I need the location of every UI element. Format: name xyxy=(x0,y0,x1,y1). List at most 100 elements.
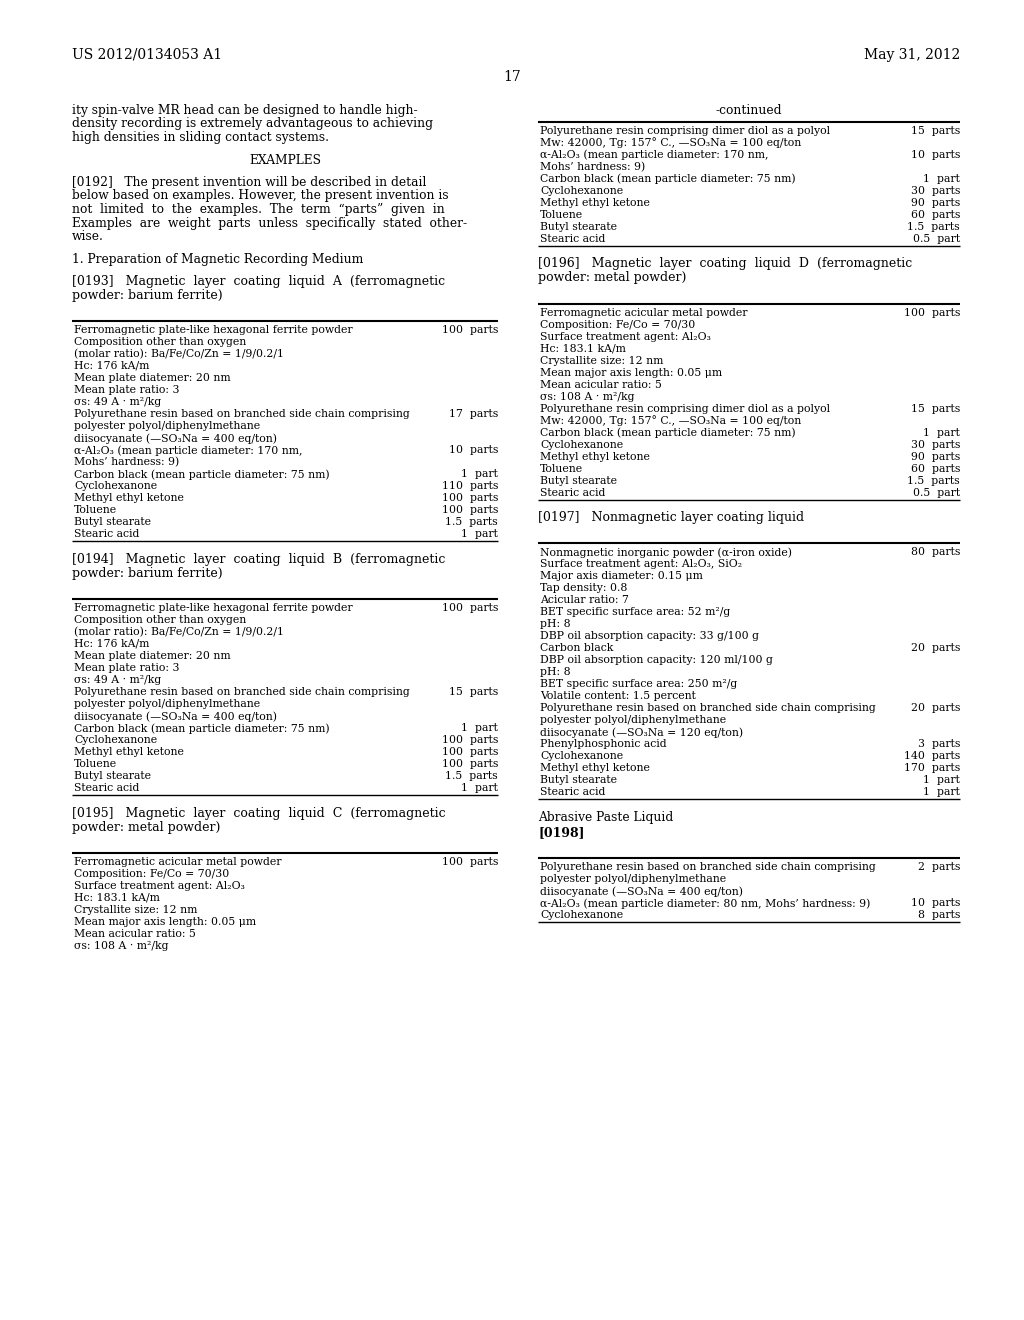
Text: Carbon black (mean particle diameter: 75 nm): Carbon black (mean particle diameter: 75… xyxy=(540,173,796,183)
Text: 20  parts: 20 parts xyxy=(910,643,961,653)
Text: powder: barium ferrite): powder: barium ferrite) xyxy=(72,568,222,579)
Text: Butyl stearate: Butyl stearate xyxy=(74,771,151,781)
Text: 0.5  part: 0.5 part xyxy=(912,234,961,243)
Text: Cyclohexanone: Cyclohexanone xyxy=(540,186,624,195)
Text: Hc: 183.1 kA/m: Hc: 183.1 kA/m xyxy=(540,343,626,354)
Text: 1  part: 1 part xyxy=(461,469,498,479)
Text: 17: 17 xyxy=(503,70,521,84)
Text: Hc: 183.1 kA/m: Hc: 183.1 kA/m xyxy=(74,894,160,903)
Text: diisocyanate (—SO₃Na = 400 eq/ton): diisocyanate (—SO₃Na = 400 eq/ton) xyxy=(74,711,278,722)
Text: Composition other than oxygen: Composition other than oxygen xyxy=(74,337,246,347)
Text: 10  parts: 10 parts xyxy=(910,149,961,160)
Text: DBP oil absorption capacity: 33 g/100 g: DBP oil absorption capacity: 33 g/100 g xyxy=(540,631,759,642)
Text: Ferromagnetic plate-like hexagonal ferrite powder: Ferromagnetic plate-like hexagonal ferri… xyxy=(74,325,352,335)
Text: Crystallite size: 12 nm: Crystallite size: 12 nm xyxy=(540,355,664,366)
Text: [0192]   The present invention will be described in detail: [0192] The present invention will be des… xyxy=(72,176,426,189)
Text: 100  parts: 100 parts xyxy=(441,325,498,335)
Text: 1  part: 1 part xyxy=(923,775,961,785)
Text: Methyl ethyl ketone: Methyl ethyl ketone xyxy=(540,451,650,462)
Text: 15  parts: 15 parts xyxy=(910,125,961,136)
Text: diisocyanate (—SO₃Na = 400 eq/ton): diisocyanate (—SO₃Na = 400 eq/ton) xyxy=(540,886,743,896)
Text: 1  part: 1 part xyxy=(461,783,498,793)
Text: Examples  are  weight  parts  unless  specifically  stated  other-: Examples are weight parts unless specifi… xyxy=(72,216,467,230)
Text: (molar ratio): Ba/Fe/Co/Zn = 1/9/0.2/1: (molar ratio): Ba/Fe/Co/Zn = 1/9/0.2/1 xyxy=(74,627,284,638)
Text: Composition: Fe/Co = 70/30: Composition: Fe/Co = 70/30 xyxy=(74,869,229,879)
Text: powder: metal powder): powder: metal powder) xyxy=(538,272,686,285)
Text: α-Al₂O₃ (mean particle diameter: 170 nm,: α-Al₂O₃ (mean particle diameter: 170 nm, xyxy=(540,149,768,160)
Text: below based on examples. However, the present invention is: below based on examples. However, the pr… xyxy=(72,190,449,202)
Text: Stearic acid: Stearic acid xyxy=(540,234,605,243)
Text: density recording is extremely advantageous to achieving: density recording is extremely advantage… xyxy=(72,117,433,131)
Text: Mean plate diatemer: 20 nm: Mean plate diatemer: 20 nm xyxy=(74,374,230,383)
Text: 100  parts: 100 parts xyxy=(441,747,498,756)
Text: [0193]   Magnetic  layer  coating  liquid  A  (ferromagnetic: [0193] Magnetic layer coating liquid A (… xyxy=(72,275,445,288)
Text: -continued: -continued xyxy=(716,104,782,117)
Text: 1  part: 1 part xyxy=(923,173,961,183)
Text: polyester polyol/diphenylmethane: polyester polyol/diphenylmethane xyxy=(540,874,726,884)
Text: Polyurethane resin comprising dimer diol as a polyol: Polyurethane resin comprising dimer diol… xyxy=(540,125,830,136)
Text: diisocyanate (—SO₃Na = 120 eq/ton): diisocyanate (—SO₃Na = 120 eq/ton) xyxy=(540,727,743,738)
Text: [0198]: [0198] xyxy=(538,826,585,840)
Text: Hc: 176 kA/m: Hc: 176 kA/m xyxy=(74,360,150,371)
Text: Cyclohexanone: Cyclohexanone xyxy=(74,735,157,744)
Text: Methyl ethyl ketone: Methyl ethyl ketone xyxy=(74,747,184,756)
Text: 1.5  parts: 1.5 parts xyxy=(907,475,961,486)
Text: 17  parts: 17 parts xyxy=(449,409,498,418)
Text: [0195]   Magnetic  layer  coating  liquid  C  (ferromagnetic: [0195] Magnetic layer coating liquid C (… xyxy=(72,807,445,820)
Text: Polyurethane resin based on branched side chain comprising: Polyurethane resin based on branched sid… xyxy=(74,409,410,418)
Text: Cyclohexanone: Cyclohexanone xyxy=(74,480,157,491)
Text: Phenylphosphonic acid: Phenylphosphonic acid xyxy=(540,739,667,748)
Text: [0197]   Nonmagnetic layer coating liquid: [0197] Nonmagnetic layer coating liquid xyxy=(538,511,804,524)
Text: Mohs’ hardness: 9): Mohs’ hardness: 9) xyxy=(74,457,179,467)
Text: Polyurethane resin comprising dimer diol as a polyol: Polyurethane resin comprising dimer diol… xyxy=(540,404,830,413)
Text: pH: 8: pH: 8 xyxy=(540,619,570,630)
Text: ity spin-valve MR head can be designed to handle high-: ity spin-valve MR head can be designed t… xyxy=(72,104,418,117)
Text: Carbon black (mean particle diameter: 75 nm): Carbon black (mean particle diameter: 75… xyxy=(74,723,330,734)
Text: high densities in sliding contact systems.: high densities in sliding contact system… xyxy=(72,131,329,144)
Text: polyester polyol/diphenylmethane: polyester polyol/diphenylmethane xyxy=(74,700,260,709)
Text: Methyl ethyl ketone: Methyl ethyl ketone xyxy=(540,763,650,774)
Text: Methyl ethyl ketone: Methyl ethyl ketone xyxy=(74,492,184,503)
Text: polyester polyol/diphenylmethane: polyester polyol/diphenylmethane xyxy=(540,715,726,725)
Text: 90  parts: 90 parts xyxy=(910,198,961,207)
Text: US 2012/0134053 A1: US 2012/0134053 A1 xyxy=(72,48,222,62)
Text: Polyurethane resin based on branched side chain comprising: Polyurethane resin based on branched sid… xyxy=(74,686,410,697)
Text: σs: 108 A · m²/kg: σs: 108 A · m²/kg xyxy=(540,392,635,401)
Text: Hc: 176 kA/m: Hc: 176 kA/m xyxy=(74,639,150,649)
Text: Carbon black: Carbon black xyxy=(540,643,613,653)
Text: 10  parts: 10 parts xyxy=(449,445,498,455)
Text: Mohs’ hardness: 9): Mohs’ hardness: 9) xyxy=(540,161,645,172)
Text: Cyclohexanone: Cyclohexanone xyxy=(540,751,624,762)
Text: Methyl ethyl ketone: Methyl ethyl ketone xyxy=(540,198,650,207)
Text: Stearic acid: Stearic acid xyxy=(74,783,139,793)
Text: powder: barium ferrite): powder: barium ferrite) xyxy=(72,289,222,302)
Text: 100  parts: 100 parts xyxy=(441,857,498,867)
Text: (molar ratio): Ba/Fe/Co/Zn = 1/9/0.2/1: (molar ratio): Ba/Fe/Co/Zn = 1/9/0.2/1 xyxy=(74,348,284,359)
Text: Butyl stearate: Butyl stearate xyxy=(74,517,151,527)
Text: 1. Preparation of Magnetic Recording Medium: 1. Preparation of Magnetic Recording Med… xyxy=(72,252,364,265)
Text: 30  parts: 30 parts xyxy=(910,440,961,450)
Text: BET specific surface area: 52 m²/g: BET specific surface area: 52 m²/g xyxy=(540,607,730,616)
Text: 15  parts: 15 parts xyxy=(910,404,961,413)
Text: 3  parts: 3 parts xyxy=(918,739,961,748)
Text: Composition: Fe/Co = 70/30: Composition: Fe/Co = 70/30 xyxy=(540,319,695,330)
Text: Crystallite size: 12 nm: Crystallite size: 12 nm xyxy=(74,906,198,915)
Text: Toluene: Toluene xyxy=(540,210,583,219)
Text: 100  parts: 100 parts xyxy=(903,308,961,318)
Text: BET specific surface area: 250 m²/g: BET specific surface area: 250 m²/g xyxy=(540,678,737,689)
Text: 170  parts: 170 parts xyxy=(904,763,961,774)
Text: Toluene: Toluene xyxy=(74,506,117,515)
Text: 60  parts: 60 parts xyxy=(910,210,961,219)
Text: 100  parts: 100 parts xyxy=(441,506,498,515)
Text: 1.5  parts: 1.5 parts xyxy=(445,771,498,781)
Text: 10  parts: 10 parts xyxy=(910,898,961,908)
Text: Mean acicular ratio: 5: Mean acicular ratio: 5 xyxy=(540,380,662,389)
Text: 15  parts: 15 parts xyxy=(449,686,498,697)
Text: Tap density: 0.8: Tap density: 0.8 xyxy=(540,583,628,593)
Text: Mean plate ratio: 3: Mean plate ratio: 3 xyxy=(74,663,179,673)
Text: 90  parts: 90 parts xyxy=(910,451,961,462)
Text: Ferromagnetic plate-like hexagonal ferrite powder: Ferromagnetic plate-like hexagonal ferri… xyxy=(74,603,352,612)
Text: pH: 8: pH: 8 xyxy=(540,667,570,677)
Text: Butyl stearate: Butyl stearate xyxy=(540,222,617,231)
Text: Surface treatment agent: Al₂O₃: Surface treatment agent: Al₂O₃ xyxy=(74,880,245,891)
